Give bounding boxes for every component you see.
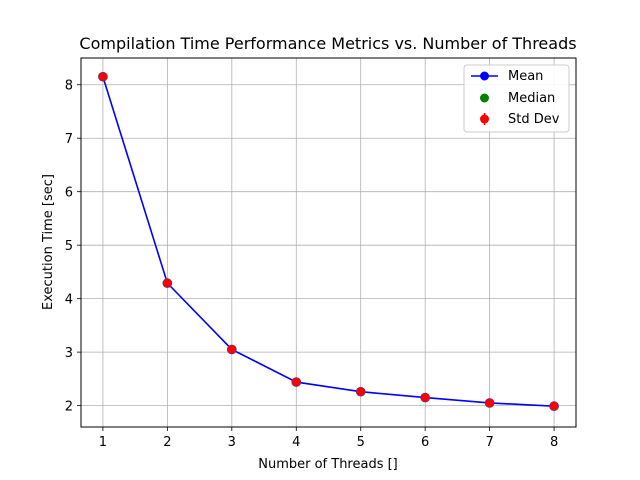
legend-mean-marker <box>480 71 489 81</box>
x-tick-label: 1 <box>99 435 107 450</box>
std-dev-point <box>484 398 495 408</box>
y-tick-label: 3 <box>65 346 73 361</box>
y-axis-label: Execution Time [sec] <box>41 174 56 310</box>
std-dev-point <box>549 401 559 411</box>
x-tick-label: 7 <box>485 435 493 450</box>
y-tick-label: 2 <box>65 400 73 415</box>
y-tick-label: 7 <box>65 132 73 147</box>
plot-frame <box>80 57 577 428</box>
mean-series-line <box>102 76 555 407</box>
grid-lines <box>81 58 576 427</box>
std-dev-point <box>162 278 173 288</box>
std-dev-point <box>226 344 237 355</box>
legend-std-marker <box>480 114 489 124</box>
legend-box <box>463 64 570 133</box>
x-tick-label: 5 <box>357 435 365 450</box>
y-tick-label: 5 <box>65 239 73 254</box>
y-tick-label: 6 <box>65 186 73 201</box>
legend-mean-label: Mean <box>508 69 543 84</box>
series-layer <box>98 71 559 411</box>
legend-median-marker <box>480 93 489 103</box>
legend-std-label: Std Dev <box>508 112 560 127</box>
y-tick-label: 4 <box>65 293 73 308</box>
legend-median-label: Median <box>508 91 555 106</box>
y-tick-label: 8 <box>65 79 73 94</box>
legend: Mean Median Std Dev <box>463 64 570 133</box>
std-dev-point <box>98 71 108 82</box>
x-tick-label: 4 <box>292 435 300 450</box>
x-tick-label: 6 <box>421 435 429 450</box>
std-dev-point <box>355 386 366 397</box>
x-tick-label: 8 <box>550 435 558 450</box>
y-axis-ticks: 2 3 4 5 6 7 8 <box>65 79 81 415</box>
std-dev-point <box>420 392 431 403</box>
chart-title: Compilation Time Performance Metrics vs.… <box>79 34 576 53</box>
x-tick-label: 2 <box>163 435 171 450</box>
x-axis-label: Number of Threads [] <box>258 457 398 472</box>
x-axis-ticks: 1 2 3 4 5 6 7 8 <box>99 427 558 450</box>
x-tick-label: 3 <box>228 435 236 450</box>
std-dev-point <box>291 377 302 387</box>
